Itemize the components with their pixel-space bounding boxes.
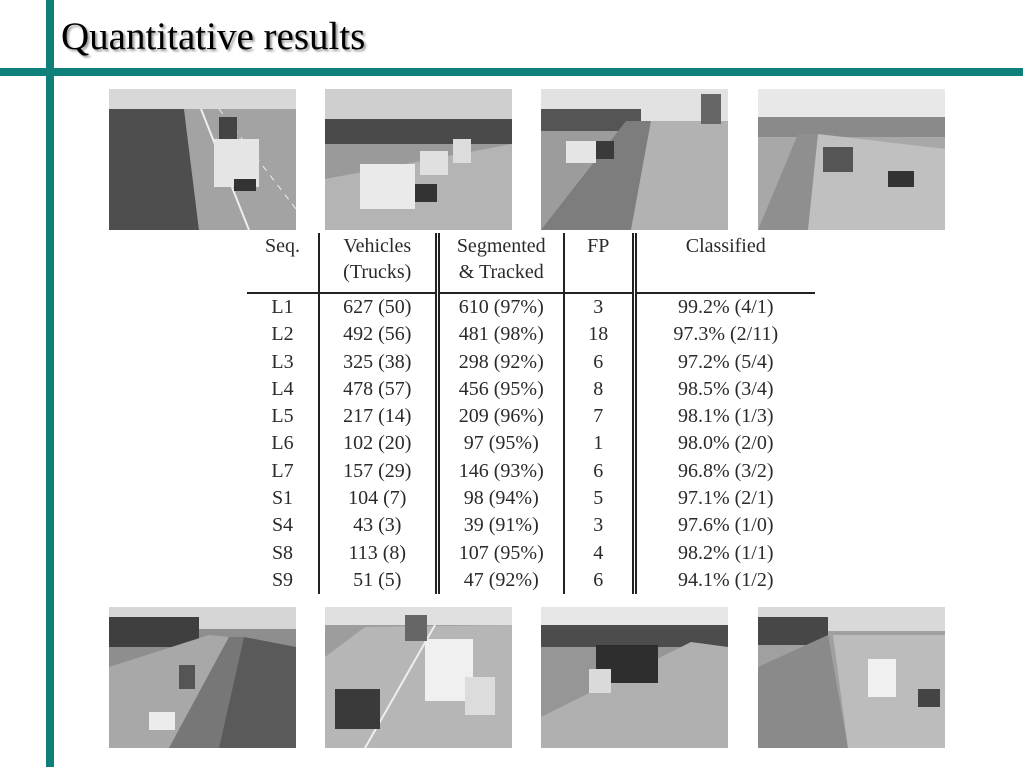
cell-seq: S8 <box>247 539 320 567</box>
table-row: S4 43 (3) 39 (91%) 3 97.6% (1/0) <box>247 512 815 540</box>
highway-photo-top-1 <box>109 89 296 230</box>
cell-seq: L6 <box>247 430 320 458</box>
highway-photo-bottom-3 <box>541 607 728 748</box>
cell-classified: 97.2% (5/4) <box>677 350 774 373</box>
cell-fp: 8 <box>564 375 637 404</box>
highway-photo-bottom-4 <box>758 607 945 748</box>
cell-classified: 99.2% (4/1) <box>677 296 774 318</box>
cell-classified: 97.3% (2/11) <box>673 323 779 346</box>
cell-segmented: 481 (98%) <box>437 321 565 349</box>
cell-classified: 98.2% (1/1) <box>677 541 774 564</box>
results-table: Seq. Vehicles (Trucks) Segmented & Tracked… <box>247 233 815 595</box>
cell-fp: 1 <box>564 430 637 458</box>
cell-seq: L1 <box>247 293 320 322</box>
cell-fp: 6 <box>564 348 637 376</box>
cell-classified: 96.8% (3/2) <box>677 459 774 482</box>
cell-vehicles: 492 (56) <box>319 321 440 349</box>
cell-vehicles: 478 (57) <box>319 375 440 404</box>
table-row: L5 217 (14) 209 (96%) 7 98.1% (1/3) <box>247 403 815 431</box>
cell-seq: S9 <box>247 566 320 595</box>
highway-photo-bottom-2 <box>325 607 512 748</box>
table-row: S9 51 (5) 47 (92%) 6 94.1% (1/2) <box>247 566 815 595</box>
cell-vehicles: 102 (20) <box>319 430 440 458</box>
header-segmented: Segmented & Tracked <box>437 233 565 294</box>
header-classified: Classified <box>634 233 815 294</box>
highway-photo-top-3 <box>541 89 728 230</box>
cell-vehicles: 627 (50) <box>319 293 440 322</box>
cell-segmented: 98 (94%) <box>437 485 565 513</box>
highway-photo-top-4 <box>758 89 945 230</box>
header-fp: FP <box>564 233 637 294</box>
cell-segmented: 209 (96%) <box>437 403 565 431</box>
cell-fp: 5 <box>564 485 637 513</box>
cell-classified: 98.5% (3/4) <box>677 377 774 400</box>
cell-segmented: 97 (95%) <box>437 430 565 458</box>
table-row: L2 492 (56) 481 (98%) 18 97.3% (2/11) <box>247 321 815 349</box>
cell-seq: S1 <box>247 485 320 513</box>
cell-fp: 18 <box>564 321 637 349</box>
cell-fp: 4 <box>564 539 637 567</box>
highway-photo-top-2 <box>325 89 512 230</box>
table-row: L7 157 (29) 146 (93%) 6 96.8% (3/2) <box>247 457 815 486</box>
cell-segmented: 610 (97%) <box>437 293 565 322</box>
cell-vehicles: 51 (5) <box>319 566 440 595</box>
cell-vehicles: 104 (7) <box>319 485 440 513</box>
cell-fp: 6 <box>564 566 637 595</box>
cell-segmented: 47 (92%) <box>437 566 565 595</box>
cell-vehicles: 217 (14) <box>319 403 440 431</box>
cell-classified: 94.1% (1/2) <box>677 568 774 591</box>
cell-fp: 7 <box>564 403 637 431</box>
cell-seq: L2 <box>247 321 320 349</box>
title-underline-bar <box>0 68 1023 76</box>
table-row: L3 325 (38) 298 (92%) 6 97.2% (5/4) <box>247 348 815 376</box>
cell-vehicles: 113 (8) <box>319 539 440 567</box>
cell-seq: L3 <box>247 348 320 376</box>
cell-segmented: 146 (93%) <box>437 457 565 486</box>
table-row: L6 102 (20) 97 (95%) 1 98.0% (2/0) <box>247 430 815 458</box>
cell-classified: 98.0% (2/0) <box>677 432 774 455</box>
cell-vehicles: 43 (3) <box>319 512 440 540</box>
cell-segmented: 298 (92%) <box>437 348 565 376</box>
cell-seq: L5 <box>247 403 320 431</box>
table-row: L1 627 (50) 610 (97%) 3 99.2% (4/1) <box>247 293 815 322</box>
cell-seq: L4 <box>247 375 320 404</box>
cell-segmented: 456 (95%) <box>437 375 565 404</box>
header-seq: Seq. <box>247 233 320 294</box>
highway-photo-bottom-1 <box>109 607 296 748</box>
table-row: S1 104 (7) 98 (94%) 5 97.1% (2/1) <box>247 485 815 513</box>
cell-segmented: 107 (95%) <box>437 539 565 567</box>
cell-segmented: 39 (91%) <box>437 512 565 540</box>
table-header-row: Seq. Vehicles (Trucks) Segmented & Tracked… <box>247 233 815 294</box>
table-row: S8 113 (8) 107 (95%) 4 98.2% (1/1) <box>247 539 815 567</box>
cell-classified: 98.1% (1/3) <box>677 405 774 428</box>
cell-vehicles: 157 (29) <box>319 457 440 486</box>
cell-seq: L7 <box>247 457 320 486</box>
header-vehicles: Vehicles (Trucks) <box>319 233 440 294</box>
cell-classified: 97.6% (1/0) <box>677 514 774 537</box>
table-row: L4 478 (57) 456 (95%) 8 98.5% (3/4) <box>247 375 815 404</box>
cell-classified: 97.1% (2/1) <box>677 487 774 510</box>
cell-seq: S4 <box>247 512 320 540</box>
cell-vehicles: 325 (38) <box>319 348 440 376</box>
slide-title: Quantitative results <box>61 15 366 58</box>
cell-fp: 3 <box>564 512 637 540</box>
left-accent-bar <box>46 0 54 767</box>
cell-fp: 3 <box>564 293 637 322</box>
cell-fp: 6 <box>564 457 637 486</box>
